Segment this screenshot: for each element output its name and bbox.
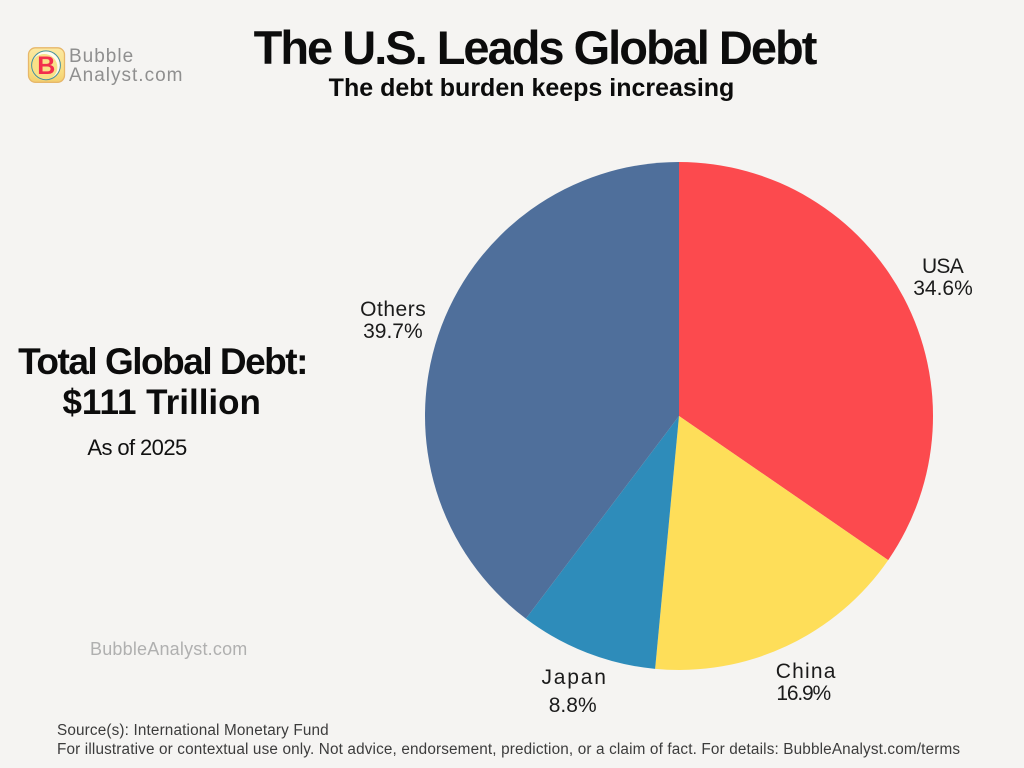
svg-text:B: B [37, 52, 55, 80]
